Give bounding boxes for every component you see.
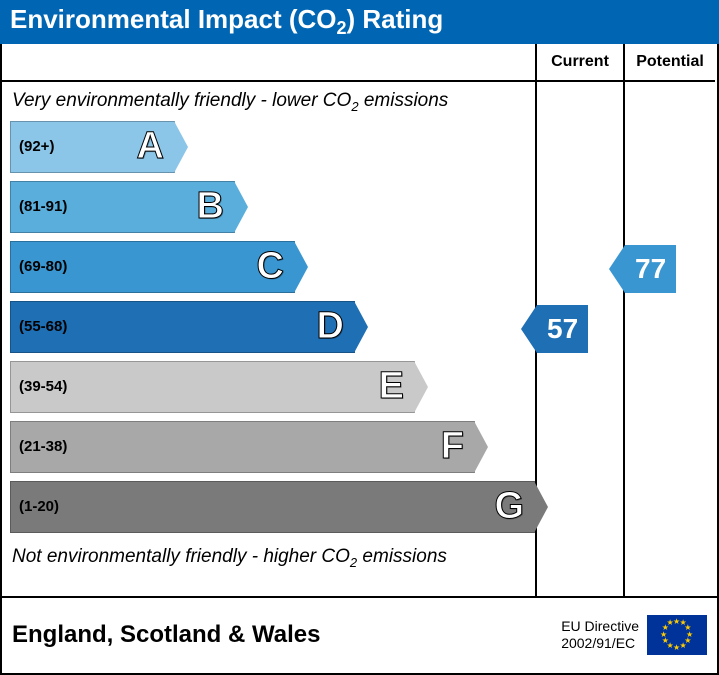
current-rating-pointer: 57	[521, 305, 588, 353]
title-text: Environmental Impact (CO2) Rating	[10, 4, 443, 39]
bands-container: (92+) A (81-91) B (69-80) C (55-68) D (39-54) E (2…	[2, 118, 535, 536]
band-letter: F	[441, 425, 464, 468]
band-letter: A	[137, 125, 164, 168]
directive-line2: 2002/91/EC	[561, 635, 635, 651]
current-rating-value: 57	[537, 305, 588, 353]
eu-star-icon: ★	[680, 641, 687, 650]
band-bar: (81-91) B	[10, 181, 235, 233]
band-range-label: (69-80)	[11, 258, 67, 275]
eu-flag-icon: ★★★★★★★★★★★★	[647, 615, 707, 655]
band-bar: (21-38) F	[10, 421, 475, 473]
band-letter: C	[257, 245, 284, 288]
band-range-label: (55-68)	[11, 318, 67, 335]
footer: England, Scotland & Wales EU Directive 2…	[2, 598, 717, 671]
band-row-f: (21-38) F	[10, 418, 535, 476]
pointer-arrow-icon	[609, 245, 625, 293]
bands-column: Very environmentally friendly - lower CO…	[2, 44, 537, 596]
header-empty-cell	[2, 44, 535, 82]
eu-directive-text: EU Directive 2002/91/EC	[561, 618, 639, 652]
current-column: Current 57	[537, 44, 625, 596]
band-bar: (39-54) E	[10, 361, 415, 413]
band-bar: (55-68) D	[10, 301, 355, 353]
band-range-label: (92+)	[11, 138, 54, 155]
band-letter: D	[317, 305, 344, 348]
band-arrow-icon	[414, 361, 428, 413]
band-range-label: (21-38)	[11, 438, 67, 455]
chart-area: Very environmentally friendly - lower CO…	[2, 44, 717, 598]
band-row-b: (81-91) B	[10, 178, 535, 236]
current-header: Current	[537, 44, 623, 82]
potential-rating-value: 77	[625, 245, 676, 293]
band-letter: G	[494, 485, 524, 528]
title-bar: Environmental Impact (CO2) Rating	[0, 0, 719, 44]
band-bar: (92+) A	[10, 121, 175, 173]
band-row-g: (1-20) G	[10, 478, 535, 536]
band-bar: (69-80) C	[10, 241, 295, 293]
footer-right: EU Directive 2002/91/EC ★★★★★★★★★★★★	[561, 615, 707, 655]
band-row-a: (92+) A	[10, 118, 535, 176]
band-row-d: (55-68) D	[10, 298, 535, 356]
band-arrow-icon	[234, 181, 248, 233]
eu-star-icon: ★	[667, 618, 674, 627]
band-range-label: (39-54)	[11, 378, 67, 395]
footer-region: England, Scotland & Wales	[12, 621, 320, 649]
band-letter: E	[379, 365, 404, 408]
band-row-c: (69-80) C	[10, 238, 535, 296]
potential-column: Potential 77	[625, 44, 715, 596]
directive-line1: EU Directive	[561, 618, 639, 634]
band-row-e: (39-54) E	[10, 358, 535, 416]
eu-star-icon: ★	[673, 643, 680, 652]
band-arrow-icon	[294, 241, 308, 293]
eir-rating-chart: Environmental Impact (CO2) Rating Very e…	[0, 0, 719, 675]
band-range-label: (81-91)	[11, 198, 67, 215]
potential-header: Potential	[625, 44, 715, 82]
potential-rating-pointer: 77	[609, 245, 676, 293]
pointer-arrow-icon	[521, 305, 537, 353]
band-arrow-icon	[474, 421, 488, 473]
band-bar: (1-20) G	[10, 481, 535, 533]
band-arrow-icon	[354, 301, 368, 353]
band-arrow-icon	[174, 121, 188, 173]
top-caption: Very environmentally friendly - lower CO…	[2, 82, 535, 118]
band-letter: B	[197, 185, 224, 228]
bottom-caption: Not environmentally friendly - higher CO…	[2, 538, 535, 574]
band-range-label: (1-20)	[11, 498, 59, 515]
chart-outer: Very environmentally friendly - lower CO…	[0, 44, 719, 675]
